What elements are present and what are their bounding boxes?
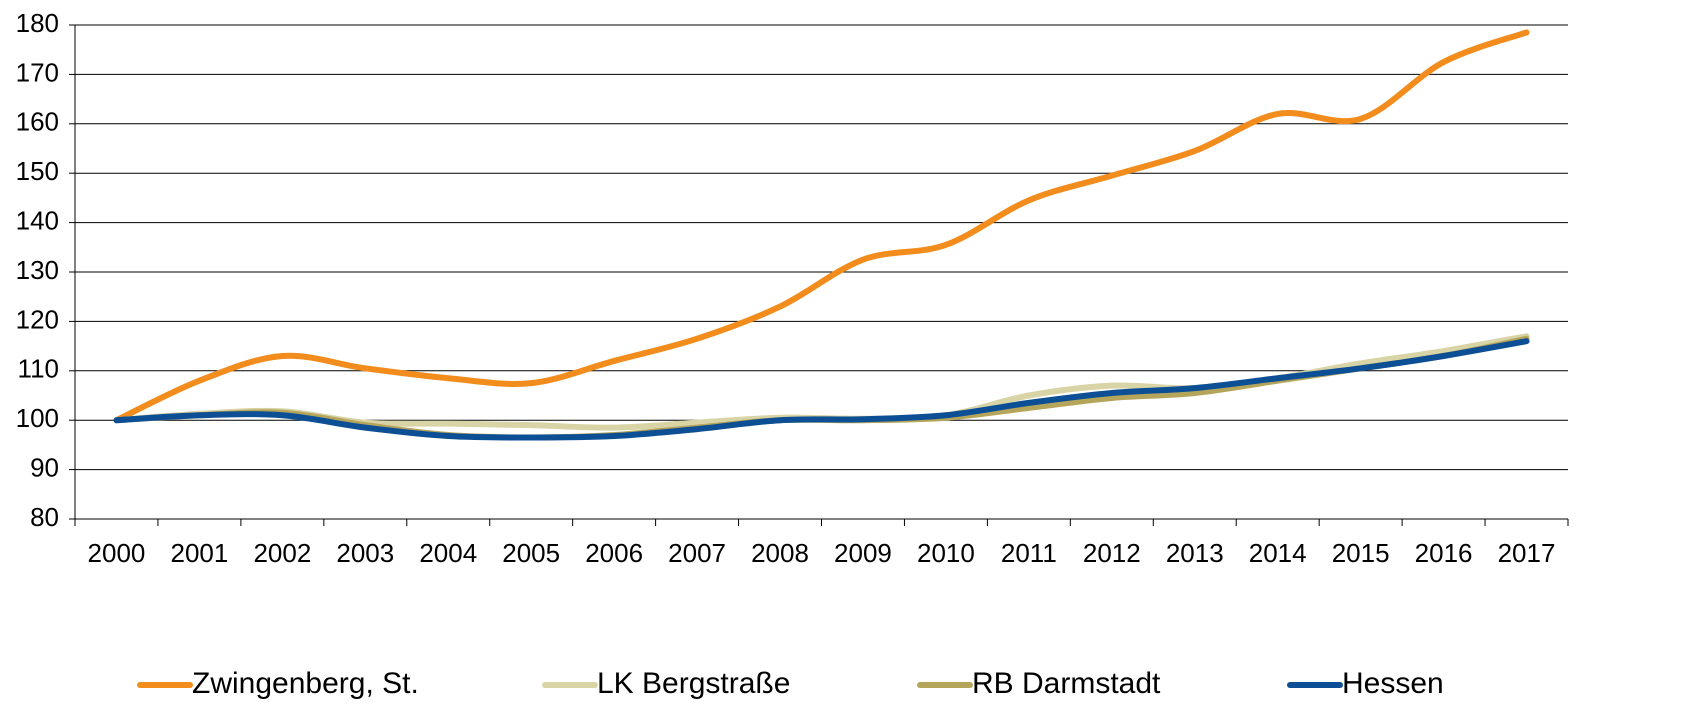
y-tick-label: 130 — [16, 255, 59, 285]
series-line — [113, 338, 1530, 441]
y-tick-label: 140 — [16, 205, 59, 235]
x-tick-label: 2015 — [1332, 538, 1390, 568]
x-tick-label: 2009 — [834, 538, 892, 568]
x-tick-label: 2011 — [1001, 538, 1057, 568]
series-line — [113, 333, 1530, 431]
x-tick-label: 2003 — [336, 538, 394, 568]
x-tick-label: 2014 — [1249, 538, 1307, 568]
x-tick-label: 2005 — [502, 538, 560, 568]
y-tick-label: 100 — [16, 403, 59, 433]
x-tick-label: 2013 — [1166, 538, 1224, 568]
x-tick-label: 2004 — [419, 538, 477, 568]
legend-label: LK Bergstraße — [597, 667, 790, 700]
x-tick-label: 2012 — [1083, 538, 1141, 568]
y-tick-label: 180 — [16, 8, 59, 38]
y-tick-label: 170 — [16, 57, 59, 87]
x-tick-label: 2002 — [253, 538, 311, 568]
series-line — [113, 29, 1530, 424]
x-tick-label: 2016 — [1415, 538, 1473, 568]
x-tick-label: 2007 — [668, 538, 726, 568]
y-tick-label: 120 — [16, 304, 59, 334]
legend-label: Hessen — [1342, 667, 1444, 700]
legend-label: RB Darmstadt — [972, 667, 1161, 700]
legend-label: Zwingenberg, St. — [192, 667, 419, 700]
y-tick-label: 160 — [16, 107, 59, 137]
x-tick-label: 2008 — [751, 538, 809, 568]
x-tick-label: 2017 — [1498, 538, 1556, 568]
y-tick-label: 150 — [16, 156, 59, 186]
x-tick-label: 2001 — [170, 538, 228, 568]
x-tick-label: 2010 — [917, 538, 975, 568]
x-tick-label: 2000 — [88, 538, 146, 568]
y-tick-label: 110 — [18, 354, 59, 384]
x-tick-label: 2006 — [585, 538, 643, 568]
y-tick-label: 90 — [30, 452, 59, 482]
y-tick-label: 80 — [30, 502, 59, 532]
